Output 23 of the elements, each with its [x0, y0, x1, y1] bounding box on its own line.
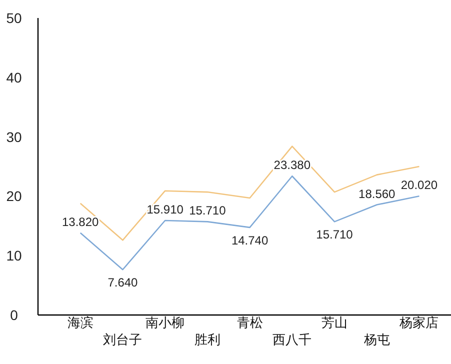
- data-label: 15.710: [316, 228, 354, 242]
- y-tick-label: 0: [10, 307, 18, 323]
- y-tick-label: 40: [6, 69, 22, 86]
- data-label: 20.020: [400, 178, 438, 192]
- data-label: 14.740: [231, 233, 268, 248]
- x-tick-label: 海滨: [67, 315, 94, 330]
- x-tick-label: 杨家店: [398, 315, 439, 330]
- x-tick-label: 刘台子: [103, 332, 142, 347]
- data-label: 7.640: [108, 276, 138, 290]
- data-label: 15.710: [189, 204, 226, 218]
- data-label: 18.560: [358, 186, 396, 201]
- y-tick-label: 50: [6, 10, 22, 26]
- data-label: 13.820: [62, 214, 100, 229]
- x-tick-label: 杨屯: [362, 332, 390, 347]
- x-tick-label: 胜利: [194, 332, 220, 347]
- y-tick-label: 30: [6, 128, 22, 145]
- data-label: 15.910: [146, 202, 184, 216]
- x-tick-label: 芳山: [322, 315, 348, 330]
- x-tick-label: 青松: [236, 315, 263, 330]
- y-tick-label: 20: [6, 188, 22, 204]
- x-tick-label: 南小柳: [146, 315, 185, 330]
- y-tick-label: 10: [6, 248, 22, 264]
- x-tick-label: 西八千: [272, 332, 312, 347]
